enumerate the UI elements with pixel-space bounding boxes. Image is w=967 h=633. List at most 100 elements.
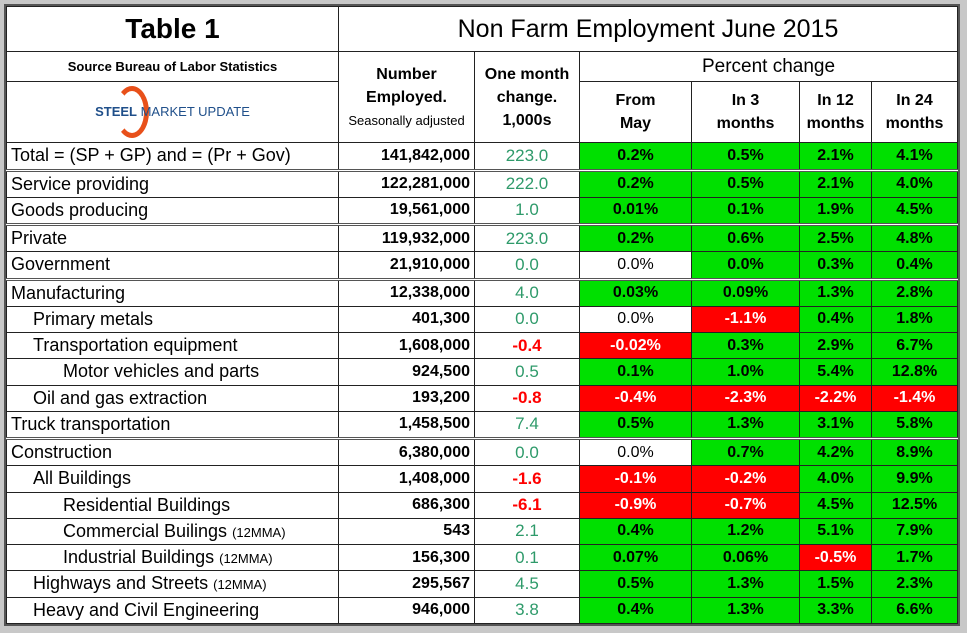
header-text: Employed. xyxy=(366,88,447,106)
percent-cell: 1.0% xyxy=(691,358,800,386)
row-label: Highways and Streets (12MMA) xyxy=(6,570,339,598)
percent-cell: 4.8% xyxy=(871,223,958,253)
percent-cell: 0.5% xyxy=(691,168,800,198)
change-cell: -0.4 xyxy=(474,332,580,360)
row-label: Private xyxy=(6,223,339,253)
percent-cell: -0.5% xyxy=(799,544,872,572)
percent-cell: 4.1% xyxy=(871,142,958,171)
percent-cell: 1.3% xyxy=(799,277,872,307)
row-label: Goods producing xyxy=(6,196,339,226)
employed-cell: 141,842,000 xyxy=(338,142,475,171)
employed-cell: 156,300 xyxy=(338,544,475,572)
change-cell: 223.0 xyxy=(474,142,580,171)
percent-cell: 0.01% xyxy=(579,196,692,226)
percent-cell: 4.5% xyxy=(799,491,872,519)
change-cell: -6.1 xyxy=(474,491,580,519)
employed-cell: 295,567 xyxy=(338,570,475,598)
percent-cell: 2.3% xyxy=(871,570,958,598)
percent-cell: -0.02% xyxy=(579,332,692,360)
header-text: Number xyxy=(376,65,437,83)
employed-cell: 21,910,000 xyxy=(338,251,475,280)
percent-cell: 0.3% xyxy=(799,251,872,280)
percent-cell: 0.0% xyxy=(579,251,692,280)
percent-cell: 4.0% xyxy=(871,168,958,198)
change-cell: 4.5 xyxy=(474,570,580,598)
percent-cell: 6.7% xyxy=(871,332,958,360)
employed-cell: 19,561,000 xyxy=(338,196,475,226)
table-row: Transportation equipment 1,608,000 -0.4 -0.… xyxy=(6,332,958,360)
row-label: Truck transportation xyxy=(6,410,339,440)
source-label: Source Bureau of Labor Statistics xyxy=(6,51,339,82)
employed-cell: 1,608,000 xyxy=(338,332,475,360)
percent-cell: 0.09% xyxy=(691,277,800,307)
employed-cell: 193,200 xyxy=(338,384,475,412)
percent-cell: 0.07% xyxy=(579,544,692,572)
table-row: Total = (SP + GP) and = (Pr + Gov) 141,84… xyxy=(6,142,958,171)
change-cell: 0.0 xyxy=(474,305,580,334)
percent-cell: 2.8% xyxy=(871,277,958,307)
change-cell: -1.6 xyxy=(474,465,580,493)
row-label: All Buildings xyxy=(6,465,339,493)
swoosh-icon xyxy=(115,86,150,139)
employed-cell: 924,500 xyxy=(338,358,475,386)
percent-cell: 0.4% xyxy=(579,517,692,546)
row-label: Transportation equipment xyxy=(6,332,339,360)
percent-cell: 1.3% xyxy=(691,570,800,598)
percent-cell: 0.03% xyxy=(579,277,692,307)
employed-cell: 119,932,000 xyxy=(338,223,475,253)
percent-cell: 6.6% xyxy=(871,596,958,625)
employed-cell: 401,300 xyxy=(338,305,475,334)
change-cell: 0.5 xyxy=(474,358,580,386)
row-label: Motor vehicles and parts xyxy=(6,358,339,386)
percent-cell: 2.5% xyxy=(799,223,872,253)
percent-cell: 7.9% xyxy=(871,517,958,546)
percent-cell: 0.4% xyxy=(579,596,692,625)
percent-cell: 3.3% xyxy=(799,596,872,625)
logo-text: STEEL MARKET UPDATE xyxy=(95,104,250,120)
table-row: Goods producing 19,561,000 1.0 0.01% 0.1% 1.9… xyxy=(6,196,958,226)
change-cell: -0.8 xyxy=(474,384,580,412)
table-row: Manufacturing 12,338,000 4.0 0.03% 0.09% 1.3%… xyxy=(6,277,958,307)
percent-cell: 4.2% xyxy=(799,437,872,467)
percent-cell: 8.9% xyxy=(871,437,958,467)
employed-cell: 122,281,000 xyxy=(338,168,475,198)
table-row: Industrial Buildings (12MMA) 156,300 0.1 0.… xyxy=(6,544,958,572)
percent-cell: -1.1% xyxy=(691,305,800,334)
percent-cell: 0.0% xyxy=(691,251,800,280)
table-row: Private 119,932,000 223.0 0.2% 0.6% 2.5% 4.8% xyxy=(6,223,958,253)
percent-cell: -1.4% xyxy=(871,384,958,412)
change-cell: 222.0 xyxy=(474,168,580,198)
row-label: Government xyxy=(6,251,339,280)
header-number-employed: Number Employed. Seasonally adjusted xyxy=(338,51,475,144)
percent-cell: 1.3% xyxy=(691,410,800,440)
employment-table: Table 1 Non Farm Employment June 2015 So… xyxy=(6,5,958,625)
row-label: Total = (SP + GP) and = (Pr + Gov) xyxy=(6,142,339,171)
table-row: Construction 6,380,000 0.0 0.0% 0.7% 4.2% 8.9% xyxy=(6,437,958,467)
row-label: Oil and gas extraction xyxy=(6,384,339,412)
row-note: (12MMA) xyxy=(219,551,273,567)
table-row: Residential Buildings 686,300 -6.1 -0.9% -0.… xyxy=(6,491,958,519)
change-cell: 4.0 xyxy=(474,277,580,307)
percent-cell: 0.6% xyxy=(691,223,800,253)
percent-cell: 0.4% xyxy=(799,305,872,334)
title-row: Table 1 Non Farm Employment June 2015 xyxy=(6,5,958,53)
table-row: Service providing 122,281,000 222.0 0.2% 0.5… xyxy=(6,168,958,198)
header-period-0: From May xyxy=(579,80,692,144)
employment-table-frame: Table 1 Non Farm Employment June 2015 So… xyxy=(4,4,960,626)
percent-cell: 1.8% xyxy=(871,305,958,334)
percent-cell: 0.3% xyxy=(691,332,800,360)
percent-cell: -0.4% xyxy=(579,384,692,412)
row-note: (12MMA) xyxy=(213,577,267,593)
table-row: Motor vehicles and parts 924,500 0.5 0.1% 1.… xyxy=(6,358,958,386)
percent-cell: 3.1% xyxy=(799,410,872,440)
row-label: Service providing xyxy=(6,168,339,198)
employed-cell: 686,300 xyxy=(338,491,475,519)
percent-cell: 0.5% xyxy=(691,142,800,171)
header-text: 1,000s xyxy=(502,111,552,129)
change-cell: 3.8 xyxy=(474,596,580,625)
percent-cell: 0.2% xyxy=(579,223,692,253)
employed-cell: 946,000 xyxy=(338,596,475,625)
percent-cell: 0.7% xyxy=(691,437,800,467)
header-period-2: In 12 months xyxy=(799,80,872,144)
change-cell: 0.0 xyxy=(474,437,580,467)
